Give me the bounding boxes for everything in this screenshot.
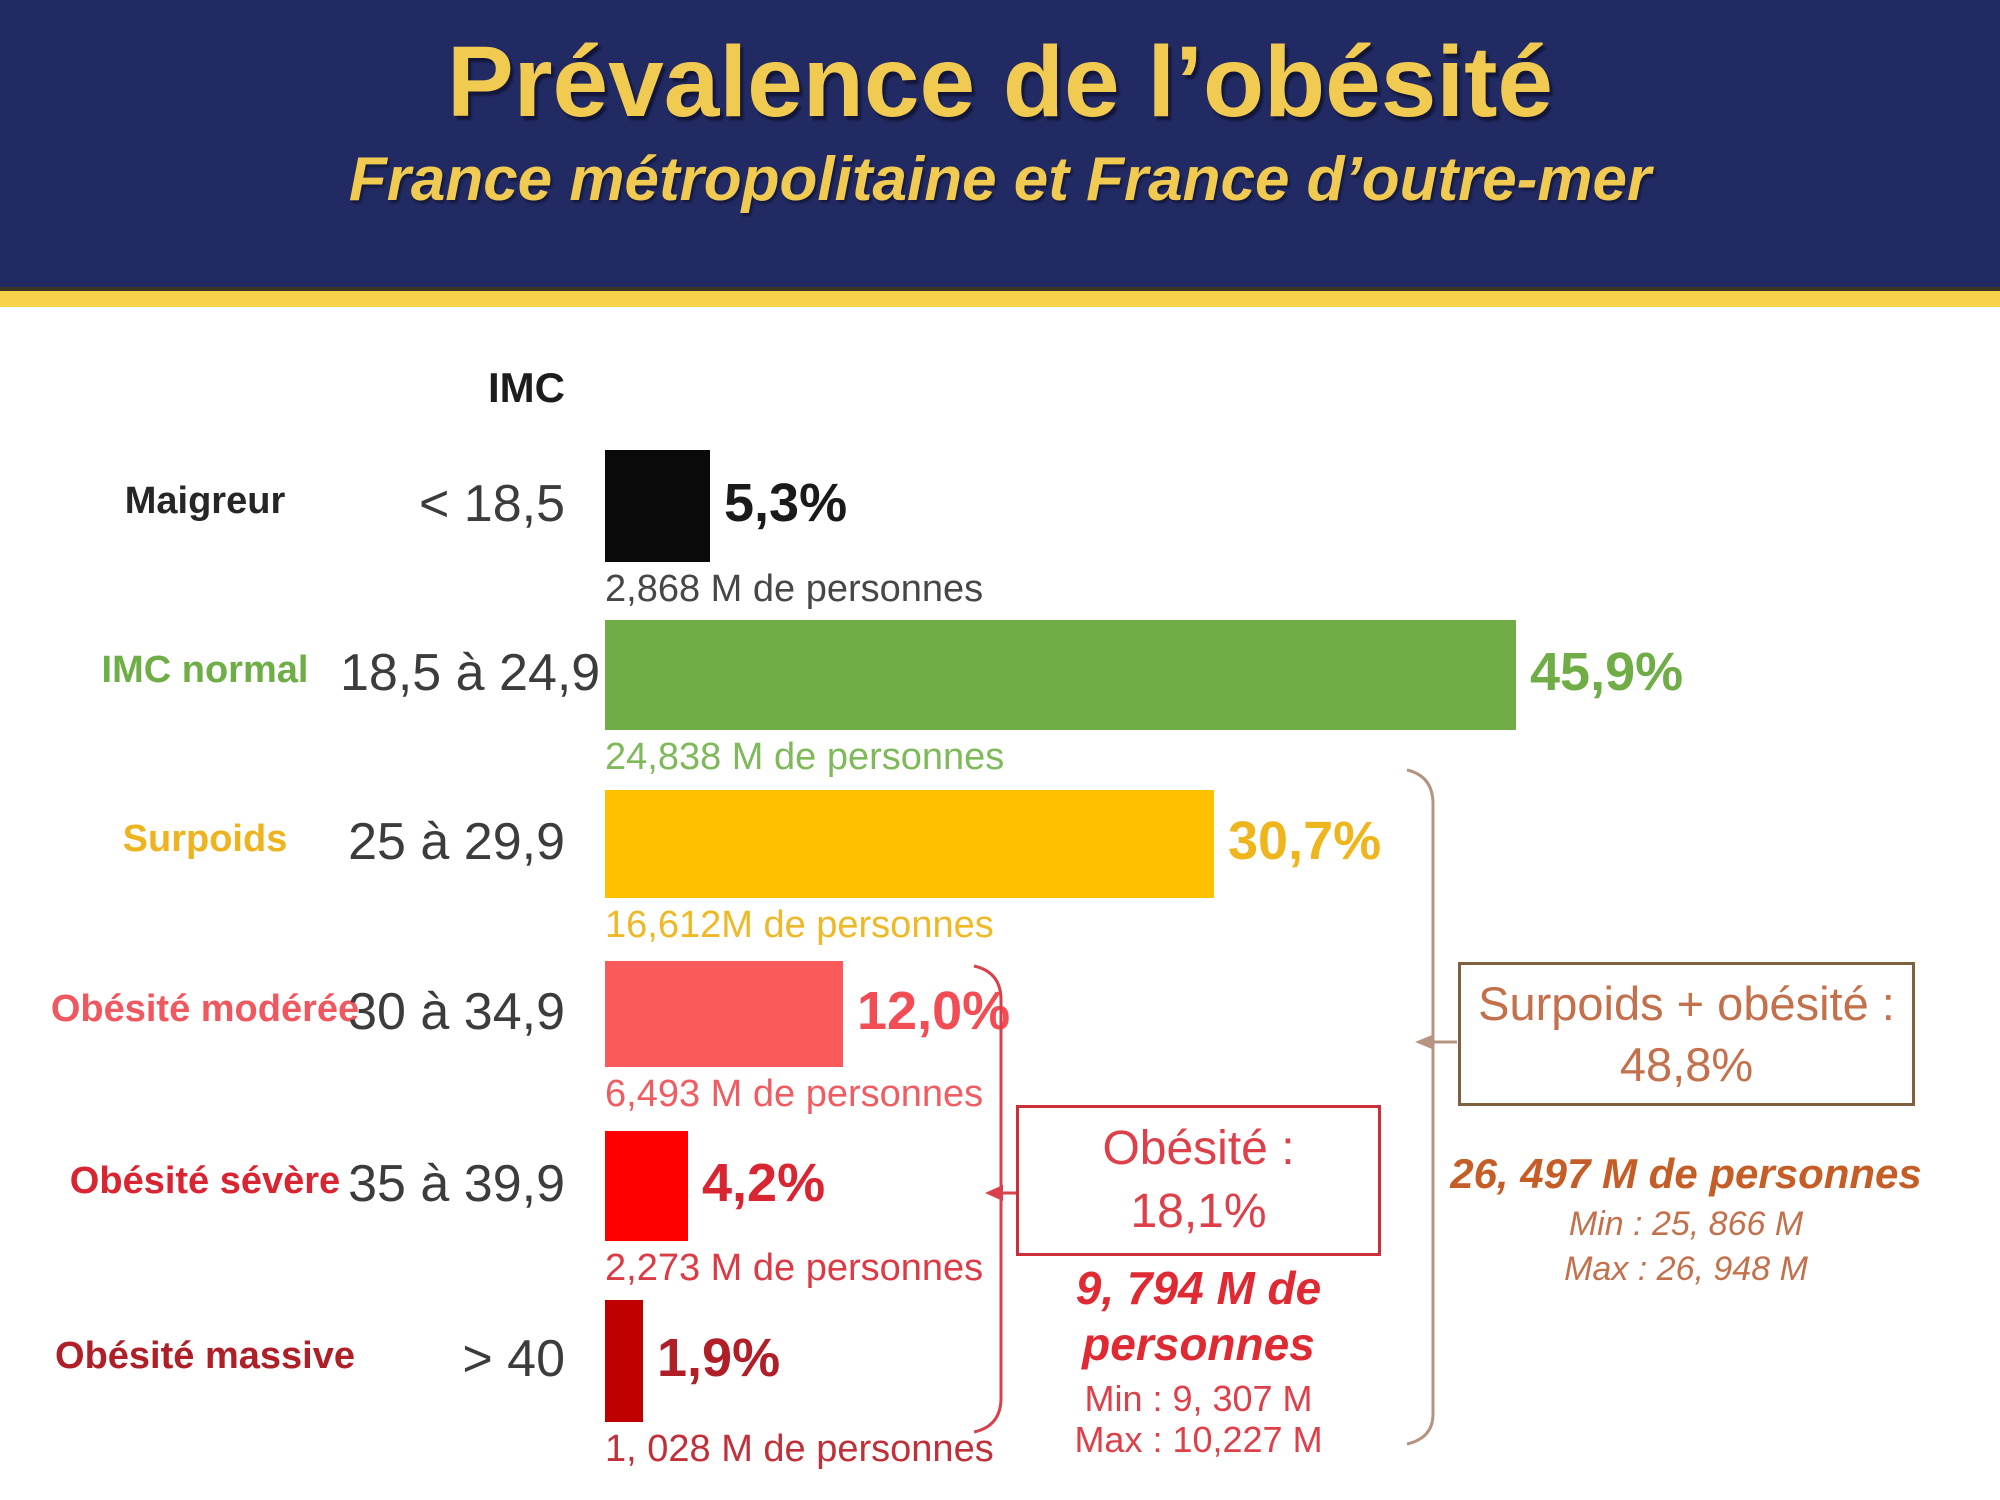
- overweight-bracket-arrow-icon: [1415, 1035, 1432, 1049]
- value-bar: [605, 1131, 688, 1241]
- category-label: Surpoids: [122, 818, 288, 860]
- obesity-box-value: 18,1%: [1130, 1185, 1267, 1238]
- obesity-total-details: 9, 794 M de personnes Min : 9, 307 M Max…: [1016, 1260, 1381, 1460]
- imc-range-label: 25 à 29,9: [348, 813, 565, 871]
- slide-subtitle: France métropolitaine et France d’outre-…: [348, 145, 1652, 214]
- imc-range-label: 35 à 39,9: [348, 1155, 565, 1213]
- category-label: IMC normal: [101, 649, 309, 691]
- imc-range-label: 18,5 à 24,9: [340, 644, 601, 702]
- percent-label: 45,9%: [1530, 642, 1684, 702]
- slide-title: Prévalence de l’obésité: [446, 26, 1554, 138]
- value-bar: [605, 790, 1214, 898]
- category-label: Maigreur: [124, 480, 286, 522]
- obesity-total-box: Obésité : 18,1%: [1016, 1105, 1381, 1256]
- persons-label: 16,612M de personnes: [605, 904, 994, 946]
- overweight-persons: 26, 497 M de personnes: [1450, 1150, 1922, 1197]
- obesity-min: Min : 9, 307 M: [1084, 1378, 1313, 1419]
- overweight-box-value: 48,8%: [1619, 1038, 1754, 1091]
- percent-label: 30,7%: [1228, 811, 1382, 871]
- percent-label: 5,3%: [724, 473, 848, 533]
- overweight-min: Min : 25, 866 M: [1568, 1205, 1804, 1243]
- value-bar: [605, 620, 1516, 730]
- value-bar: [605, 961, 843, 1067]
- slide-header: Prévalence de l’obésité France métropoli…: [0, 0, 2000, 289]
- imc-column-header: IMC: [488, 364, 565, 411]
- overweight-obesity-details: 26, 497 M de personnes Min : 25, 866 M M…: [1416, 1146, 1956, 1292]
- obesity-persons-line2: personnes: [1082, 1318, 1315, 1370]
- persons-label: 24,838 M de personnes: [605, 736, 1005, 778]
- persons-label: 1, 028 M de personnes: [605, 1428, 994, 1470]
- overweight-group-bracket: [1406, 768, 1435, 1446]
- category-label: Obésité modérée: [50, 988, 360, 1030]
- obesity-max: Max : 10,227 M: [1074, 1419, 1323, 1460]
- overweight-box-title: Surpoids + obésité :: [1478, 977, 1895, 1030]
- percent-label: 4,2%: [702, 1153, 826, 1213]
- persons-label: 2,273 M de personnes: [605, 1247, 984, 1289]
- persons-label: 6,493 M de personnes: [605, 1073, 984, 1115]
- percent-label: 1,9%: [657, 1328, 781, 1388]
- imc-range-label: < 18,5: [418, 475, 565, 533]
- value-bar: [605, 450, 710, 562]
- category-label: Obésité sévère: [69, 1160, 341, 1202]
- category-label: Obésité massive: [55, 1335, 355, 1377]
- overweight-max: Max : 26, 948 M: [1564, 1250, 1808, 1288]
- obesity-persons-line1: 9, 794 M de: [1075, 1262, 1322, 1314]
- imc-range-label: > 40: [462, 1330, 565, 1388]
- persons-label: 2,868 M de personnes: [605, 568, 984, 610]
- value-bar: [605, 1300, 643, 1422]
- imc-range-label: 30 à 34,9: [348, 983, 565, 1041]
- divider-rule: [0, 291, 2000, 307]
- obesity-box-title: Obésité :: [1102, 1122, 1295, 1175]
- percent-label: 12,0%: [857, 981, 1011, 1041]
- obesity-bracket-arrow-icon: [985, 1185, 1003, 1201]
- overweight-obesity-box: Surpoids + obésité : 48,8%: [1458, 962, 1915, 1106]
